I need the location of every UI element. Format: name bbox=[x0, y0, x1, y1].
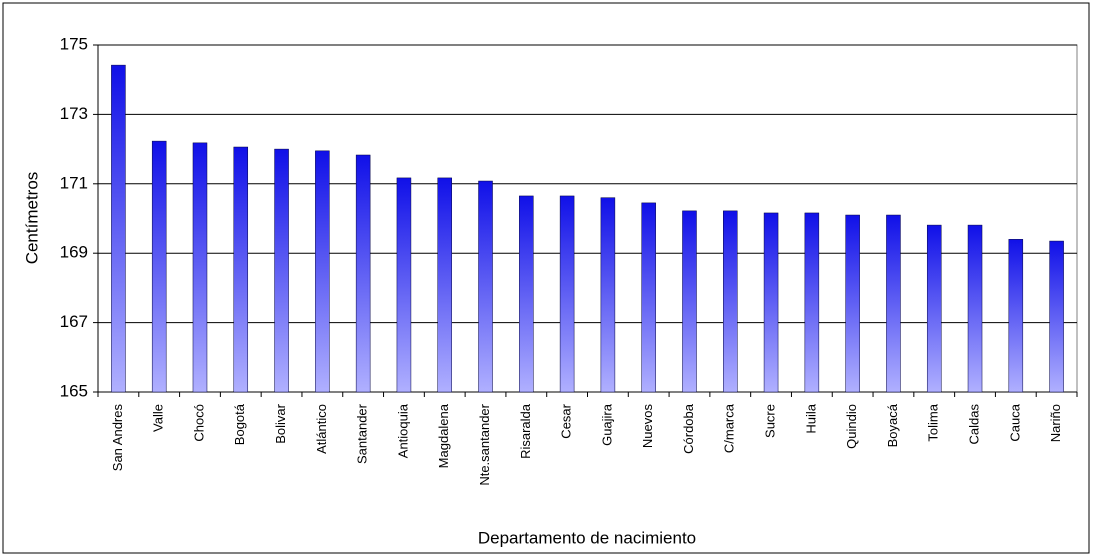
x-tick-label: Huila bbox=[803, 403, 818, 433]
x-axis-title: Departamento de nacimiento bbox=[478, 528, 696, 547]
y-tick-label: 169 bbox=[60, 243, 88, 262]
x-tick-label: Chocó bbox=[191, 404, 206, 442]
x-tick-label: Nte.santander bbox=[477, 403, 492, 485]
y-tick-label: 171 bbox=[60, 173, 88, 192]
bar bbox=[926, 224, 942, 393]
x-tick-label: San Andres bbox=[110, 404, 125, 472]
x-tick-label: Cauca bbox=[1007, 403, 1022, 441]
y-tick-label: 173 bbox=[60, 104, 88, 123]
x-tick-label: Bogotá bbox=[232, 403, 247, 445]
x-tick-label: Nuevos bbox=[640, 404, 655, 449]
x-tick-label: Bolivar bbox=[273, 403, 288, 443]
bar bbox=[1049, 240, 1064, 393]
bar bbox=[641, 202, 656, 393]
bar bbox=[682, 210, 697, 393]
x-tick-label: Guajira bbox=[599, 403, 614, 446]
y-tick-label: 167 bbox=[60, 312, 88, 331]
plot-area bbox=[97, 44, 1078, 393]
x-tick-label: Nariño bbox=[1048, 404, 1063, 442]
bar bbox=[151, 140, 167, 393]
x-tick-label: Sucre bbox=[763, 404, 778, 438]
bar bbox=[845, 214, 860, 393]
bar bbox=[763, 212, 779, 393]
x-tick-label: Tolima bbox=[926, 403, 941, 441]
bar bbox=[192, 142, 208, 393]
bar bbox=[315, 150, 330, 393]
bar bbox=[396, 177, 412, 393]
bar bbox=[886, 214, 901, 393]
x-tick-label: Córdoba bbox=[681, 403, 696, 454]
y-axis-title: Centímetros bbox=[22, 172, 41, 265]
x-tick-label: Risaralda bbox=[518, 403, 533, 459]
bar bbox=[274, 148, 289, 393]
x-tick-label: Boyacá bbox=[885, 403, 900, 447]
bar bbox=[355, 154, 371, 393]
x-tick-label: Antioquia bbox=[395, 403, 410, 458]
x-tick-label: Santander bbox=[355, 403, 370, 464]
x-tick-label: C/marca bbox=[722, 403, 737, 453]
bar bbox=[804, 212, 820, 393]
x-tick-label: Quindio bbox=[844, 404, 859, 449]
bar bbox=[437, 177, 452, 393]
y-tick-label: 165 bbox=[60, 381, 88, 400]
bar bbox=[600, 197, 616, 393]
bar bbox=[111, 64, 126, 393]
bar bbox=[233, 146, 249, 393]
bar bbox=[723, 210, 738, 393]
bar bbox=[478, 180, 493, 393]
x-tick-label: Valle bbox=[151, 404, 166, 432]
x-tick-label: Caldas bbox=[966, 404, 981, 445]
x-tick-label: Atlántico bbox=[314, 404, 329, 454]
bar bbox=[559, 195, 575, 393]
bar bbox=[967, 224, 983, 393]
y-tick-label: 175 bbox=[60, 34, 88, 53]
bar bbox=[1008, 239, 1024, 393]
x-tick-label: Magdalena bbox=[436, 403, 451, 468]
bar bbox=[519, 195, 534, 393]
x-tick-label: Cesar bbox=[559, 403, 574, 438]
